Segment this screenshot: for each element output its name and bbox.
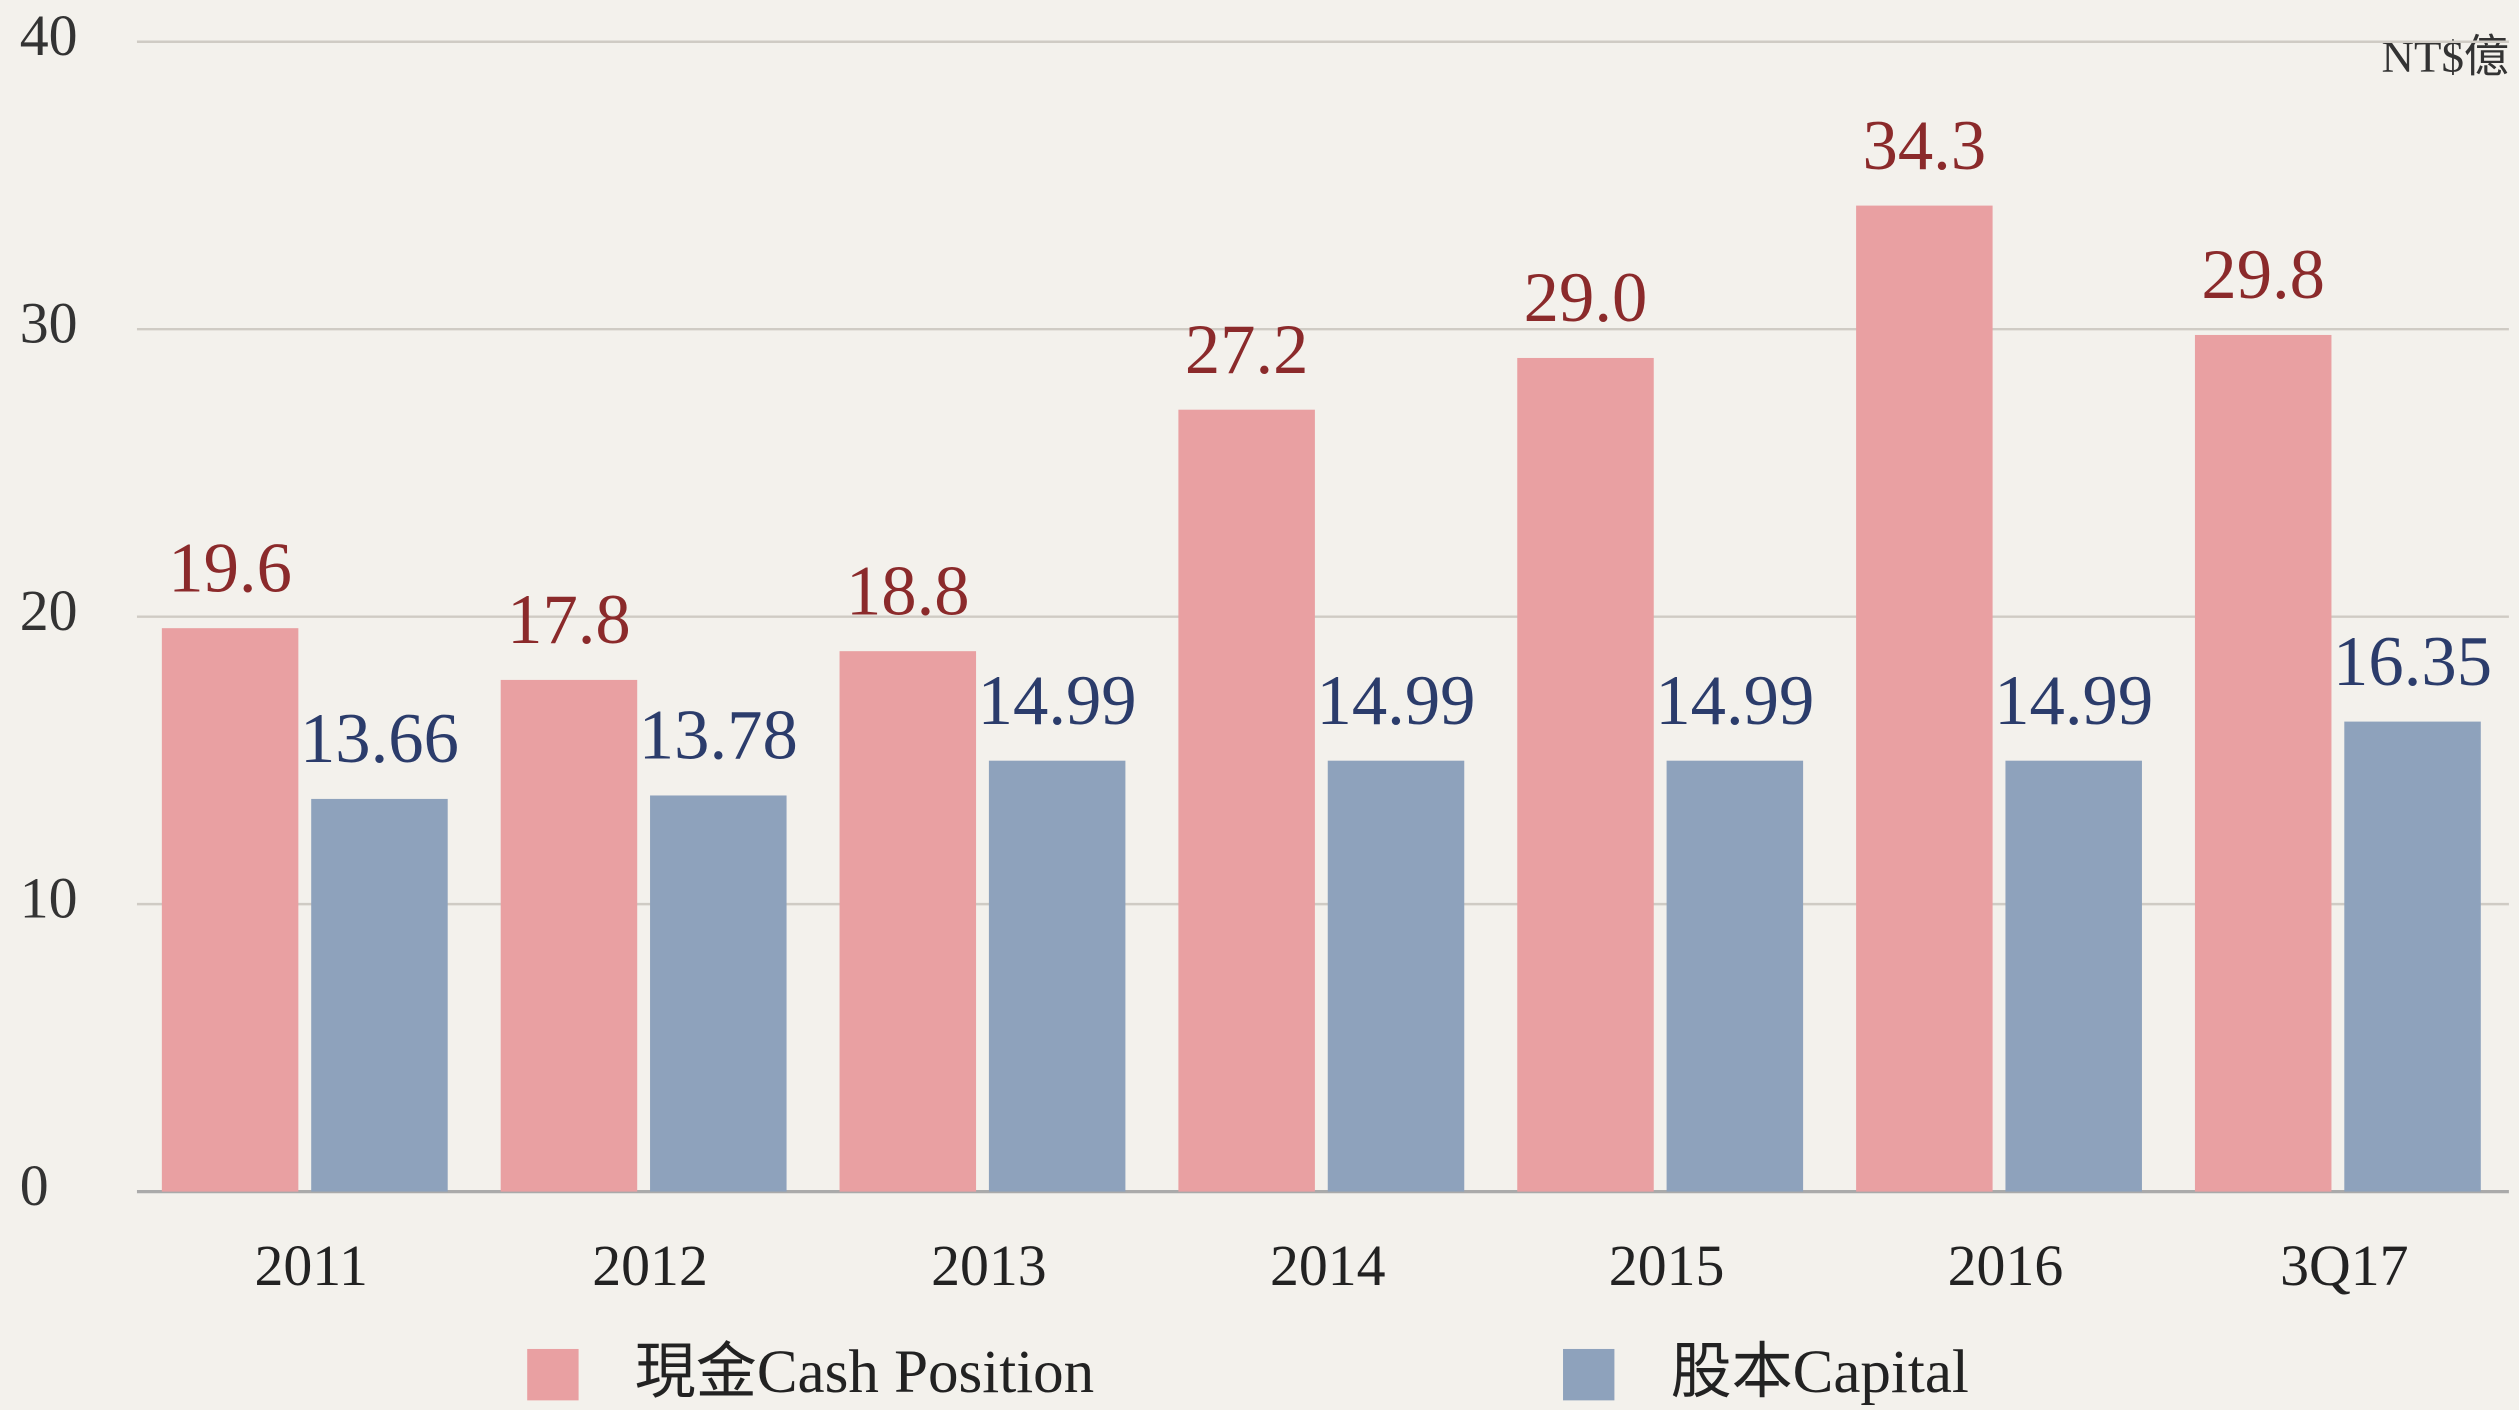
data-label: 19.6 [168,529,292,607]
legend-swatch [1563,1348,1615,1401]
bar [311,798,448,1192]
y-tick-label: 40 [20,3,78,68]
x-tick-label: 2012 [592,1233,708,1298]
data-label: 14.99 [1655,662,1814,740]
bar [1856,205,1993,1192]
data-label: 17.8 [507,581,631,659]
x-tick-label: 2013 [931,1233,1047,1298]
bar [161,628,299,1192]
y-tick-label: 0 [20,1153,49,1218]
x-tick-label: 2015 [1609,1233,1725,1298]
x-tick-label: 3Q17 [2280,1233,2408,1298]
data-label: 16.35 [2333,623,2492,701]
bar [500,679,638,1192]
data-label: 14.99 [978,662,1137,740]
bar [650,795,787,1192]
legend-label: 股本Capital [1671,1339,1969,1406]
bar [988,760,1126,1192]
y-tick-label: 10 [20,865,78,930]
y-tick-label: 30 [20,290,78,355]
legend-swatch [527,1348,579,1401]
bar [1517,357,1654,1192]
data-label: 13.66 [300,700,459,778]
data-label: 29.0 [1524,259,1648,337]
bar [1178,409,1315,1192]
bar [2194,334,2332,1192]
data-label: 13.78 [639,697,798,775]
x-tick-label: 2016 [1948,1233,2064,1298]
bar [1327,760,1465,1192]
x-tick-label: 2011 [254,1233,367,1298]
data-label: 29.8 [2201,236,2325,314]
y-tick-label: 20 [20,578,78,643]
bar [1666,760,1804,1192]
data-label: 14.99 [1317,662,1476,740]
legend-label: 現金Cash Position [635,1339,1094,1406]
data-label: 27.2 [1185,311,1309,389]
data-label: 18.8 [846,552,970,630]
bar [2005,760,2142,1192]
bar [839,651,977,1192]
data-label: 14.99 [1994,662,2153,740]
bar [2344,721,2481,1192]
unit-label: NT$億 [2382,31,2509,81]
x-tick-label: 2014 [1270,1233,1386,1298]
data-label: 34.3 [1863,107,1987,185]
